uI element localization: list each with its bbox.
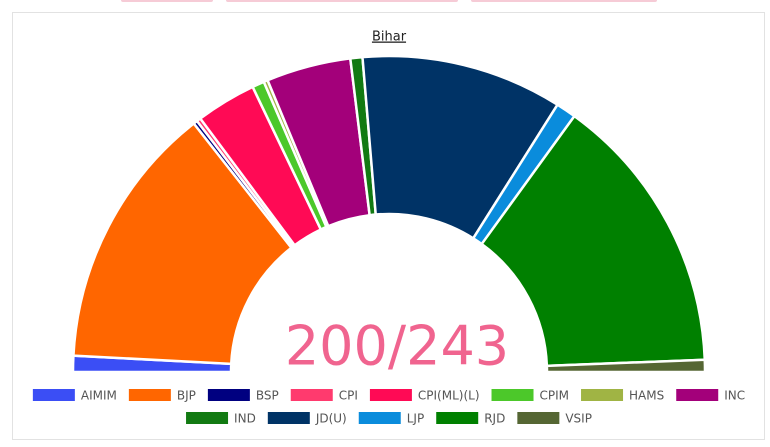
legend-label: BJP <box>177 389 196 403</box>
legend-swatch <box>290 389 333 401</box>
legend-item: INC <box>676 389 745 403</box>
legend-item: CPI <box>290 389 358 403</box>
legend-swatch <box>267 412 310 424</box>
legend-item: VSIP <box>517 412 592 426</box>
center-label: 200/243 <box>285 315 509 378</box>
seat-segment <box>545 358 707 374</box>
legend-item: IND <box>186 412 256 426</box>
legend-label: CPIM <box>540 389 570 403</box>
legend-item: AIMIM <box>32 389 117 403</box>
legend-label: CPI(ML)(L) <box>418 389 480 403</box>
seat-segment <box>479 114 707 368</box>
legend-label: VSIP <box>565 412 592 426</box>
legend-label: RJD <box>484 412 505 426</box>
legend-label: JD(U) <box>315 412 347 426</box>
tab <box>226 0 458 2</box>
legend-swatch <box>128 389 171 401</box>
legend-label: HAMS <box>629 389 664 403</box>
legend-item: RJD <box>436 412 505 426</box>
legend-label: CPI <box>339 389 358 403</box>
legend-swatch <box>207 389 250 401</box>
legend-item: CPI(ML)(L) <box>369 389 480 403</box>
legend-item: CPIM <box>491 389 570 403</box>
legend-item: BJP <box>128 389 196 403</box>
chart-title: Bihar <box>372 30 407 45</box>
legend-item: BSP <box>207 389 279 403</box>
legend-swatch <box>369 389 412 401</box>
legend-swatch <box>358 412 401 424</box>
legend-item: JD(U) <box>267 412 347 426</box>
legend-swatch <box>436 412 479 424</box>
legend-swatch <box>517 412 560 424</box>
legend-swatch <box>32 389 75 401</box>
legend-label: LJP <box>407 412 424 426</box>
seat-segment <box>72 121 294 366</box>
legend-label: IND <box>234 412 256 426</box>
legend-swatch <box>491 389 534 401</box>
legend: AIMIM BJP BSP CPI CPI(ML)(L) CPIM HAMS INC IND JD… <box>32 389 745 426</box>
arcs <box>71 54 707 374</box>
tab <box>471 0 657 2</box>
legend-swatch <box>581 389 624 401</box>
legend-swatch <box>676 389 719 401</box>
legend-item: LJP <box>358 412 424 426</box>
legend-label: INC <box>724 389 745 403</box>
legend-label: BSP <box>256 389 279 403</box>
tab <box>121 0 213 2</box>
legend-swatch <box>186 412 229 424</box>
legend-item: HAMS <box>581 389 664 403</box>
legend-label: AIMIM <box>81 389 117 403</box>
